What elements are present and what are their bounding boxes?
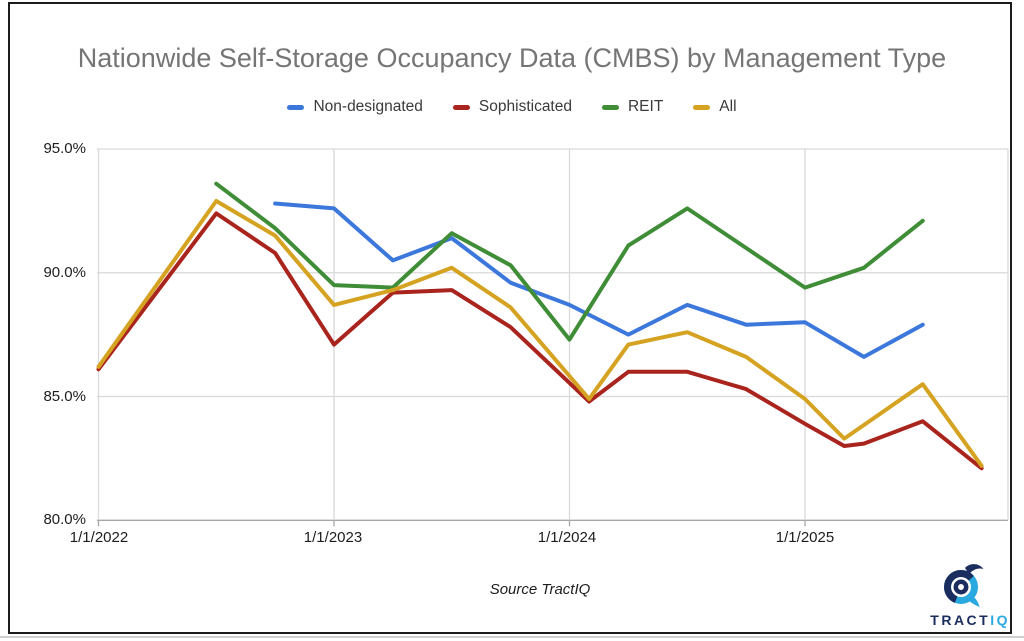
y-axis-tick-80: 80.0% xyxy=(43,511,86,528)
legend-item-non-designated: Non-designated xyxy=(287,98,423,116)
legend-marker-sophisticated xyxy=(452,104,470,110)
legend-item-all: All xyxy=(693,98,737,116)
legend-label-all: All xyxy=(719,98,737,115)
tractiq-logo-text-primary: TRACT xyxy=(930,612,991,628)
x-axis-tick-2023: 1/1/2023 xyxy=(303,529,363,546)
bottom-shadow-line xyxy=(0,636,1024,638)
legend-label-sophisticated: Sophisticated xyxy=(478,98,572,115)
legend-label-non-designated: Non-designated xyxy=(313,98,423,115)
tractiq-logo-icon xyxy=(944,564,984,607)
tractiq-logo-text-accent: IQ xyxy=(990,612,1010,628)
x-axis-tick-2025: 1/1/2025 xyxy=(775,529,835,546)
legend-marker-reit xyxy=(601,104,619,110)
y-axis-tick-95: 95.0% xyxy=(43,140,86,157)
legend-label-reit: REIT xyxy=(627,98,664,115)
chart-title: Nationwide Self-Storage Occupancy Data (… xyxy=(77,43,947,73)
all-line xyxy=(96,199,984,468)
legend-marker-all xyxy=(693,104,711,110)
legend-item-reit: REIT xyxy=(601,98,664,116)
x-axis-tick-2022: 1/1/2022 xyxy=(69,529,129,546)
legend-marker-non-designated xyxy=(287,104,305,110)
tractiq-logo-text: TRACTIQ xyxy=(900,612,1010,628)
source-note: Source TractIQ xyxy=(489,581,591,598)
reit-line xyxy=(214,181,925,342)
sophisticated-line xyxy=(96,211,984,471)
non-designated-line xyxy=(273,201,925,359)
y-axis-tick-85: 85.0% xyxy=(43,388,86,405)
legend-item-sophisticated: Sophisticated xyxy=(452,98,572,116)
y-axis-tick-90: 90.0% xyxy=(43,264,86,281)
chart-legend: Non-designated Sophisticated REIT All xyxy=(0,98,1024,116)
x-axis-tick-2024: 1/1/2024 xyxy=(537,529,597,546)
chart-frame xyxy=(8,2,1012,634)
